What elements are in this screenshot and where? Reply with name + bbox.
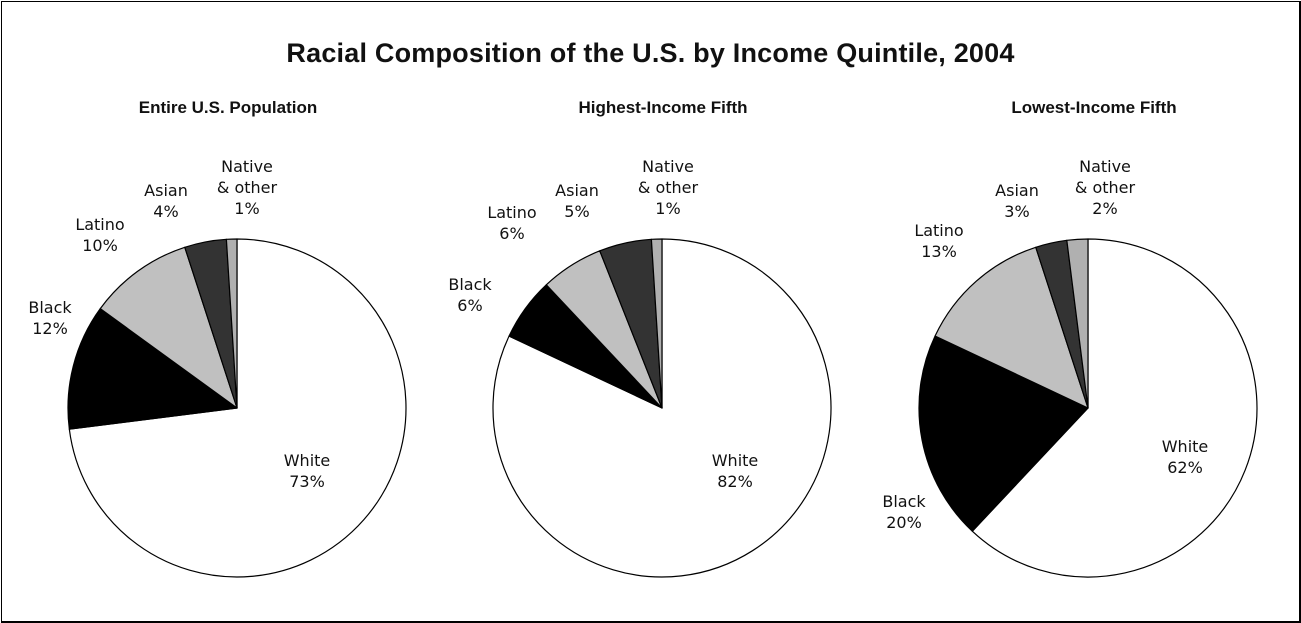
pie-2-label-native-and-other: Native & other 2% bbox=[1075, 157, 1136, 218]
pie-0-slice-latino bbox=[99, 246, 238, 409]
pie-title-highest-fifth: Highest-Income Fifth bbox=[578, 98, 748, 117]
pie-2-slice-white bbox=[971, 238, 1258, 578]
pie-title-lowest-fifth: Lowest-Income Fifth bbox=[1011, 98, 1177, 117]
pie-0-label-latino: Latino 10% bbox=[75, 215, 124, 255]
pie-0-label-black: Black 12% bbox=[28, 298, 72, 338]
pie-2-label-black: Black 20% bbox=[882, 492, 926, 532]
pie-2-label-white: White 62% bbox=[1162, 437, 1209, 477]
pie-0-label-white: White 73% bbox=[284, 451, 331, 491]
figure-title: Racial Composition of the U.S. by Income… bbox=[286, 38, 1015, 68]
pie-2-label-latino: Latino 13% bbox=[914, 221, 963, 261]
pie-1-label-asian: Asian 5% bbox=[555, 181, 599, 221]
pie-1-label-black: Black 6% bbox=[448, 275, 492, 315]
pie-2-slice-latino bbox=[934, 246, 1089, 409]
pie-2-label-asian: Asian 3% bbox=[995, 181, 1039, 221]
pie-1-slice-white bbox=[492, 238, 832, 578]
pie-0-slice-white bbox=[68, 238, 407, 578]
pie-0-label-native-and-other: Native & other 1% bbox=[217, 157, 278, 218]
pie-2-slice-black bbox=[918, 335, 1089, 532]
pie-0-slice-black bbox=[67, 308, 238, 430]
pie-0-slice-native-and-other bbox=[225, 238, 238, 409]
pie-1-label-native-and-other: Native & other 1% bbox=[638, 157, 699, 218]
pie-2-slice-native-and-other bbox=[1066, 238, 1089, 409]
pie-1-label-latino: Latino 6% bbox=[487, 203, 536, 243]
pie-0-label-asian: Asian 4% bbox=[144, 181, 188, 221]
pie-1-label-white: White 82% bbox=[712, 451, 759, 491]
pie-1-slice-native-and-other bbox=[650, 238, 663, 409]
pie-title-entire-population: Entire U.S. Population bbox=[138, 98, 318, 117]
